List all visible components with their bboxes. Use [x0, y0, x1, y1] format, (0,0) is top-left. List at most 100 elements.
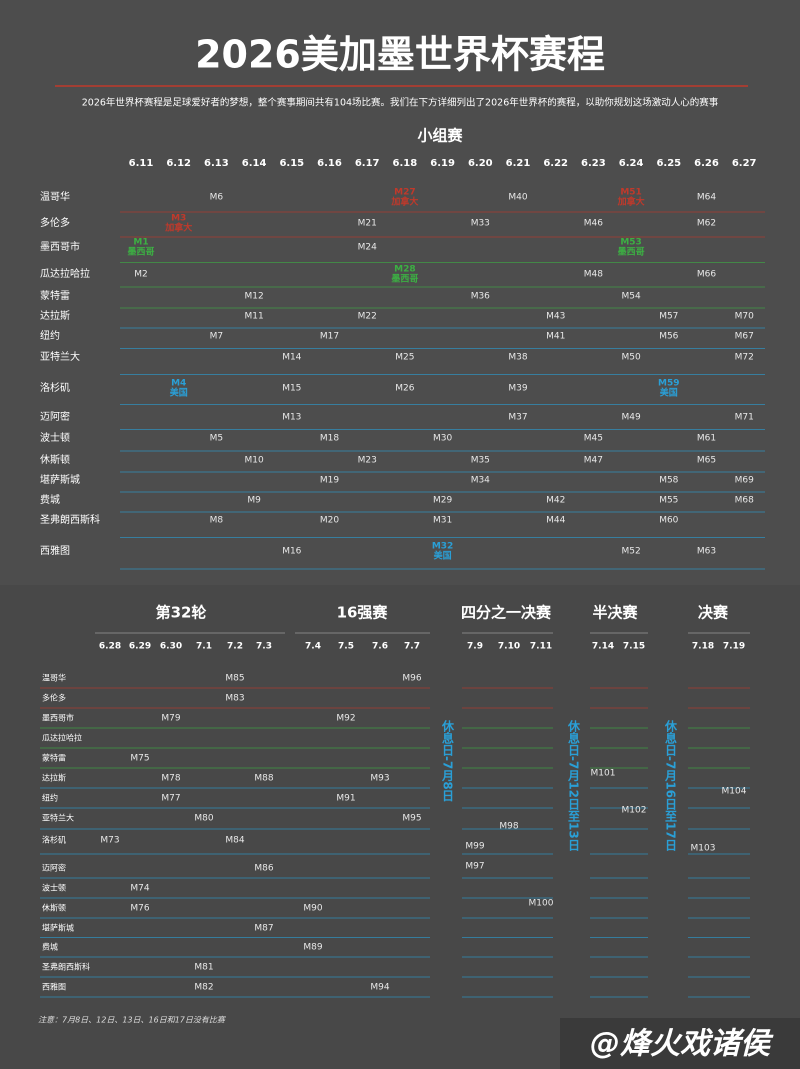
- match: M74: [130, 884, 149, 894]
- round-title: 决赛: [698, 604, 729, 622]
- date-label: 7.4: [305, 642, 321, 652]
- match: M23: [358, 456, 377, 466]
- match: M78: [161, 774, 180, 784]
- match: M41: [546, 332, 565, 342]
- date-label: 7.11: [530, 642, 552, 652]
- watermark: @烽火戏诸侯: [590, 1027, 774, 1062]
- match: M65: [697, 456, 716, 466]
- date-label: 6.25: [656, 158, 681, 169]
- match: M71: [735, 413, 754, 423]
- city-label: 瓜达拉哈拉: [42, 733, 82, 743]
- host-team: 美国: [170, 387, 188, 399]
- city-label: 温哥华: [42, 673, 66, 683]
- city-label: 迈阿密: [42, 863, 66, 873]
- match: M45: [584, 434, 603, 444]
- date-label: 6.21: [506, 158, 531, 169]
- knockout-panel: [0, 585, 800, 1069]
- host-match: M27: [394, 188, 415, 198]
- city-label: 达拉斯: [40, 309, 70, 322]
- match: M16: [282, 547, 301, 557]
- match: M42: [546, 496, 565, 506]
- date-label: 6.14: [242, 158, 267, 169]
- match: M44: [546, 516, 565, 526]
- date-label: 6.22: [543, 158, 568, 169]
- match: M58: [659, 476, 678, 486]
- match: M26: [395, 384, 414, 394]
- date-label: 7.1: [196, 642, 212, 652]
- match: M72: [735, 353, 754, 363]
- date-label: 7.15: [623, 642, 645, 652]
- match: M50: [621, 353, 640, 363]
- city-label: 多伦多: [42, 693, 66, 703]
- match: M6: [210, 193, 224, 203]
- date-label: 7.2: [227, 642, 243, 652]
- date-label: 6.17: [355, 158, 380, 169]
- match: M48: [584, 270, 603, 280]
- host-team: 美国: [660, 387, 678, 399]
- match: M92: [336, 714, 355, 724]
- city-label: 圣弗朗西斯科: [40, 513, 100, 526]
- match: M88: [254, 774, 273, 784]
- date-label: 6.20: [468, 158, 493, 169]
- match: M34: [471, 476, 490, 486]
- city-label: 迈阿密: [40, 410, 70, 423]
- match: M100: [529, 899, 554, 909]
- date-label: 6.24: [619, 158, 644, 169]
- host-team: 墨西哥: [127, 247, 154, 258]
- date-label: 7.18: [692, 642, 714, 652]
- match: M5: [210, 434, 224, 444]
- match: M94: [370, 983, 389, 993]
- host-match: M3: [171, 214, 186, 224]
- match: M25: [395, 353, 414, 363]
- match: M22: [358, 312, 377, 322]
- date-label: 6.19: [430, 158, 455, 169]
- match: M63: [697, 547, 716, 557]
- city-label: 亚特兰大: [40, 350, 80, 363]
- match: M17: [320, 332, 339, 342]
- host-match: M59: [658, 379, 679, 389]
- round-title: 四分之一决赛: [461, 604, 552, 622]
- match: M70: [735, 312, 754, 322]
- date-label: 6.11: [129, 158, 154, 169]
- date-label: 6.15: [279, 158, 304, 169]
- match: M30: [433, 434, 452, 444]
- match: M98: [499, 822, 518, 832]
- date-label: 7.6: [372, 642, 388, 652]
- city-label: 墨西哥市: [42, 713, 74, 723]
- host-team: 墨西哥: [391, 274, 418, 285]
- match: M83: [225, 694, 244, 704]
- match: M18: [320, 434, 339, 444]
- match: M75: [130, 754, 149, 764]
- city-label: 波士顿: [40, 431, 70, 444]
- match: M102: [622, 806, 647, 816]
- match: M11: [244, 312, 263, 322]
- match: M9: [247, 496, 261, 506]
- match: M29: [433, 496, 452, 506]
- host-match: M51: [620, 188, 641, 198]
- city-label: 休斯顿: [40, 453, 70, 466]
- date-label: 6.27: [732, 158, 757, 169]
- date-label: 7.19: [723, 642, 745, 652]
- match: M47: [584, 456, 603, 466]
- match: M103: [691, 844, 716, 854]
- match: M21: [358, 219, 377, 229]
- date-label: 6.29: [129, 642, 151, 652]
- date-label: 7.14: [592, 642, 614, 652]
- date-label: 7.3: [256, 642, 272, 652]
- host-match: M32: [432, 542, 453, 552]
- match: M52: [621, 547, 640, 557]
- city-label: 蒙特雷: [42, 753, 66, 763]
- host-team: 加拿大: [390, 196, 418, 208]
- match: M76: [130, 904, 149, 914]
- match: M86: [254, 864, 273, 874]
- match: M56: [659, 332, 678, 342]
- date-label: 6.30: [160, 642, 182, 652]
- match: M73: [100, 836, 119, 846]
- match: M85: [225, 674, 244, 684]
- match: M91: [336, 794, 355, 804]
- rest-day: 休息日-7月12日至13日: [567, 719, 581, 852]
- date-label: 6.26: [694, 158, 719, 169]
- match: M13: [282, 413, 301, 423]
- match: M79: [161, 714, 180, 724]
